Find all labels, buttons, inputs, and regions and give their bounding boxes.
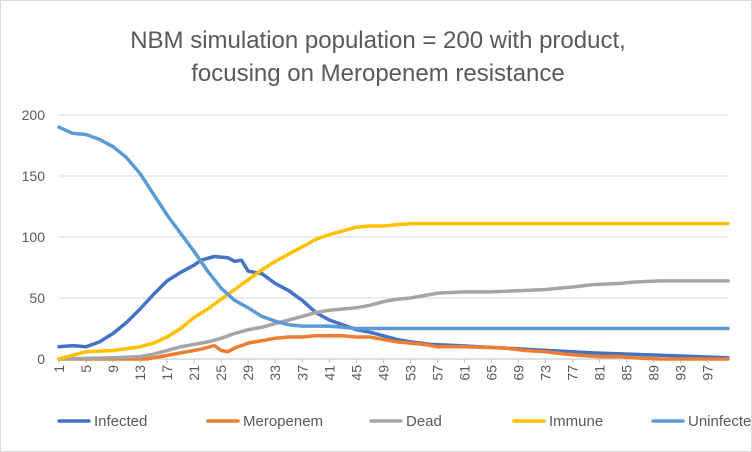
y-axis-tick-labels: 0 50 100 150 200 xyxy=(22,107,46,367)
x-tick-label: 81 xyxy=(592,365,608,381)
x-tick-label: 49 xyxy=(375,365,391,381)
series-line-meropenem xyxy=(57,334,730,361)
x-tick-label: 21 xyxy=(186,365,202,381)
x-tick-label: 85 xyxy=(619,365,635,381)
y-tick-label: 50 xyxy=(29,290,45,306)
x-tick-label: 53 xyxy=(402,365,418,381)
y-tick-label: 200 xyxy=(22,107,46,123)
x-tick-label: 61 xyxy=(456,365,472,381)
x-tick-label: 57 xyxy=(429,365,445,381)
x-tick-label: 69 xyxy=(511,365,527,381)
x-tick-label: 77 xyxy=(565,365,581,381)
x-tick-label: 17 xyxy=(159,365,175,381)
y-tick-label: 0 xyxy=(37,351,45,367)
x-tick-label: 93 xyxy=(673,365,689,381)
y-tick-label: 100 xyxy=(22,229,46,245)
x-tick-label: 73 xyxy=(538,365,554,381)
series-lines xyxy=(57,125,730,361)
legend-label-uninfected: Uninfected xyxy=(688,413,751,430)
x-tick-label: 29 xyxy=(240,365,256,381)
x-tick-label: 45 xyxy=(348,365,364,381)
legend: Infected Meropenem Dead Immune Uninfected xyxy=(57,413,751,430)
x-axis-tick-labels: 1 5 9 13 17 21 25 29 33 37 41 45 49 53 57 61 65 69 73 77 81 8… xyxy=(51,359,716,381)
x-tick-label: 5 xyxy=(78,365,94,373)
chart-title: NBM simulation population = 200 with pro… xyxy=(130,27,626,87)
x-tick-label: 37 xyxy=(294,365,310,381)
x-tick-label: 41 xyxy=(321,365,337,381)
y-tick-label: 150 xyxy=(22,168,46,184)
chart-title-line-1: NBM simulation population = 200 with pro… xyxy=(130,27,626,54)
legend-label-immune: Immune xyxy=(549,413,603,430)
series-line-dead xyxy=(57,279,730,361)
gridlines xyxy=(59,114,728,360)
x-tick-label: 33 xyxy=(267,365,283,381)
x-tick-label: 97 xyxy=(700,365,716,381)
x-tick-label: 13 xyxy=(132,365,148,381)
x-tick-label: 25 xyxy=(213,365,229,381)
series-line-immune xyxy=(57,221,730,361)
series-line-uninfected xyxy=(57,125,730,331)
x-tick-label: 9 xyxy=(105,365,121,373)
x-tick-label: 65 xyxy=(483,365,499,381)
legend-label-infected: Infected xyxy=(94,413,147,430)
legend-label-meropenem: Meropenem xyxy=(243,413,323,430)
x-tick-label: 89 xyxy=(646,365,662,381)
x-tick-label: 1 xyxy=(51,365,67,373)
legend-label-dead: Dead xyxy=(406,413,442,430)
chart-title-line-2: focusing on Meropenem resistance xyxy=(191,60,565,87)
